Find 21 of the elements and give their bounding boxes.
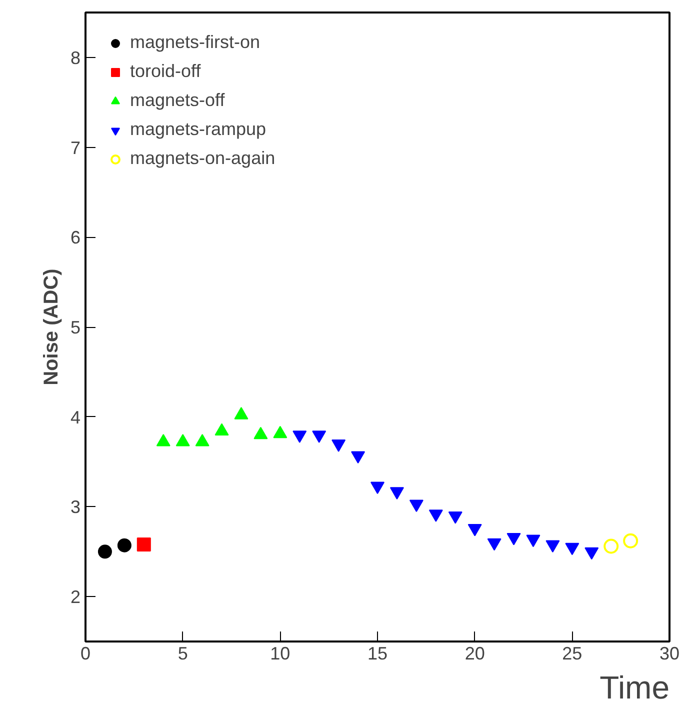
legend-label: magnets-on-again [130, 148, 276, 169]
legend-label: magnets-off [130, 90, 225, 111]
y-tick-label: 8 [70, 48, 81, 68]
y-axis-title: Noise (ADC) [40, 268, 62, 386]
legend-label: magnets-first-on [130, 32, 260, 53]
y-tick-label: 3 [70, 497, 81, 518]
x-tick-label: 15 [367, 644, 388, 664]
x-tick-label: 25 [562, 644, 582, 664]
y-tick-label: 2 [70, 587, 81, 608]
x-tick-label: 0 [80, 644, 91, 664]
y-tick-label: 4 [70, 407, 81, 428]
y-tick-label: 7 [70, 138, 81, 158]
x-tick-label: 10 [270, 644, 290, 664]
x-tick-label: 30 [659, 644, 680, 664]
x-tick-label: 5 [178, 644, 188, 664]
legend-label: toroid-off [130, 61, 201, 82]
x-tick-label: 20 [464, 644, 485, 664]
y-tick-label: 6 [70, 228, 81, 248]
x-axis-title: Time [600, 670, 670, 706]
y-tick-label: 5 [70, 318, 81, 338]
legend-label: magnets-rampup [130, 119, 266, 140]
